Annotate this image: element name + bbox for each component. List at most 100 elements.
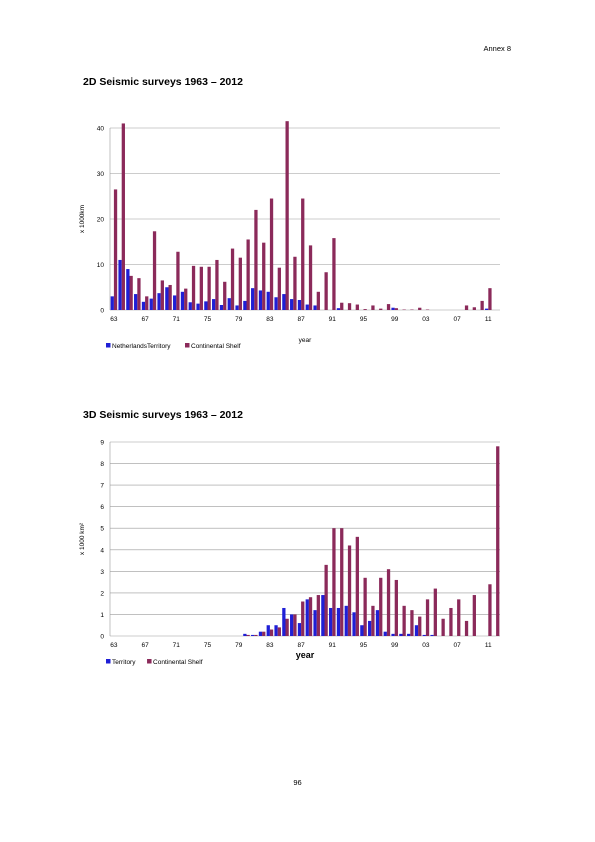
bar	[285, 618, 289, 636]
bar	[297, 299, 302, 310]
y-tick-label: 8	[100, 461, 104, 468]
x-tick-label: 99	[391, 316, 399, 323]
bar	[219, 304, 224, 310]
bar	[305, 599, 309, 636]
x-tick-label: 75	[204, 316, 212, 323]
bar	[230, 248, 235, 310]
bar	[165, 287, 169, 310]
bar	[464, 305, 469, 310]
bar	[336, 308, 341, 310]
chart-2d-seismic: 0 10 20 30 40 63 67 71 75 79 83 87 91 95 99 03 07 11 year x…	[79, 121, 500, 350]
bar	[368, 620, 372, 636]
bar	[321, 595, 325, 636]
bar	[496, 446, 500, 636]
bar	[137, 278, 141, 310]
bar	[332, 528, 336, 636]
bar	[324, 564, 328, 636]
y-tick-label: 0	[100, 634, 104, 641]
bar	[371, 305, 375, 310]
bar	[457, 599, 461, 636]
page-number: 96	[293, 778, 302, 787]
bar	[258, 631, 263, 636]
x-tick-label: 71	[173, 642, 181, 649]
y-tick-label: 4	[100, 547, 104, 554]
bar	[402, 605, 406, 636]
bar	[422, 634, 426, 636]
x-tick-label: 63	[110, 642, 118, 649]
bar	[347, 545, 352, 636]
bar	[394, 579, 398, 636]
bar	[246, 239, 250, 310]
bar	[157, 293, 161, 310]
bar	[258, 290, 263, 310]
bar	[352, 612, 356, 636]
bar	[472, 307, 476, 310]
bar	[266, 625, 270, 636]
x-axis-label: year	[299, 337, 312, 344]
x-tick-label: 71	[173, 316, 181, 323]
x-tick-label: 75	[204, 642, 212, 649]
bar	[336, 607, 341, 636]
x-tick-label: 03	[422, 316, 430, 323]
y-tick-label: 20	[97, 217, 105, 224]
bar	[254, 209, 258, 310]
bar	[347, 303, 352, 310]
bar	[308, 245, 313, 310]
bar	[191, 265, 196, 310]
bar	[246, 634, 250, 636]
bar	[274, 297, 278, 310]
bar	[269, 198, 274, 310]
x-tick-label: 11	[485, 316, 492, 323]
bar	[363, 309, 367, 310]
legend-swatch	[185, 343, 190, 348]
y-tick-label: 5	[100, 526, 104, 533]
bar	[290, 614, 294, 636]
bar	[113, 189, 118, 310]
bar	[394, 308, 398, 310]
x-tick-label: 87	[297, 642, 305, 649]
bar	[176, 251, 180, 310]
bar	[238, 257, 242, 310]
bar	[297, 623, 302, 636]
bar	[305, 304, 309, 310]
bar	[251, 634, 255, 636]
bar	[149, 298, 153, 310]
bar	[363, 577, 367, 636]
bar	[301, 601, 305, 636]
bar	[173, 295, 177, 310]
bar	[449, 607, 453, 636]
bar	[407, 633, 411, 636]
bar	[160, 280, 164, 310]
bar	[134, 294, 138, 310]
bar	[126, 269, 130, 310]
bar	[262, 631, 266, 636]
bar	[293, 614, 297, 636]
bar	[290, 299, 294, 310]
x-tick-label: 07	[453, 316, 461, 323]
bar	[180, 291, 185, 310]
bar	[251, 288, 255, 310]
bar	[399, 633, 403, 636]
bar	[329, 607, 333, 636]
bar	[293, 256, 297, 310]
legend-label: Territory	[112, 659, 136, 666]
bar	[207, 266, 211, 310]
bar	[212, 299, 216, 310]
bar	[379, 308, 383, 310]
x-tick-label: 03	[422, 642, 430, 649]
y-tick-label: 2	[100, 590, 104, 597]
bar	[340, 528, 344, 636]
annex-label: Annex 8	[483, 44, 511, 53]
x-tick-label: 79	[235, 642, 243, 649]
bar	[386, 569, 391, 636]
bar	[184, 288, 188, 310]
y-axis-label: x 1000 km²	[79, 522, 86, 555]
bar	[488, 288, 492, 310]
bar	[243, 300, 247, 310]
legend-swatch	[147, 659, 152, 664]
bar	[324, 272, 328, 310]
bar	[262, 242, 266, 310]
bar	[340, 302, 344, 310]
bar	[269, 629, 274, 636]
bar	[313, 305, 317, 310]
